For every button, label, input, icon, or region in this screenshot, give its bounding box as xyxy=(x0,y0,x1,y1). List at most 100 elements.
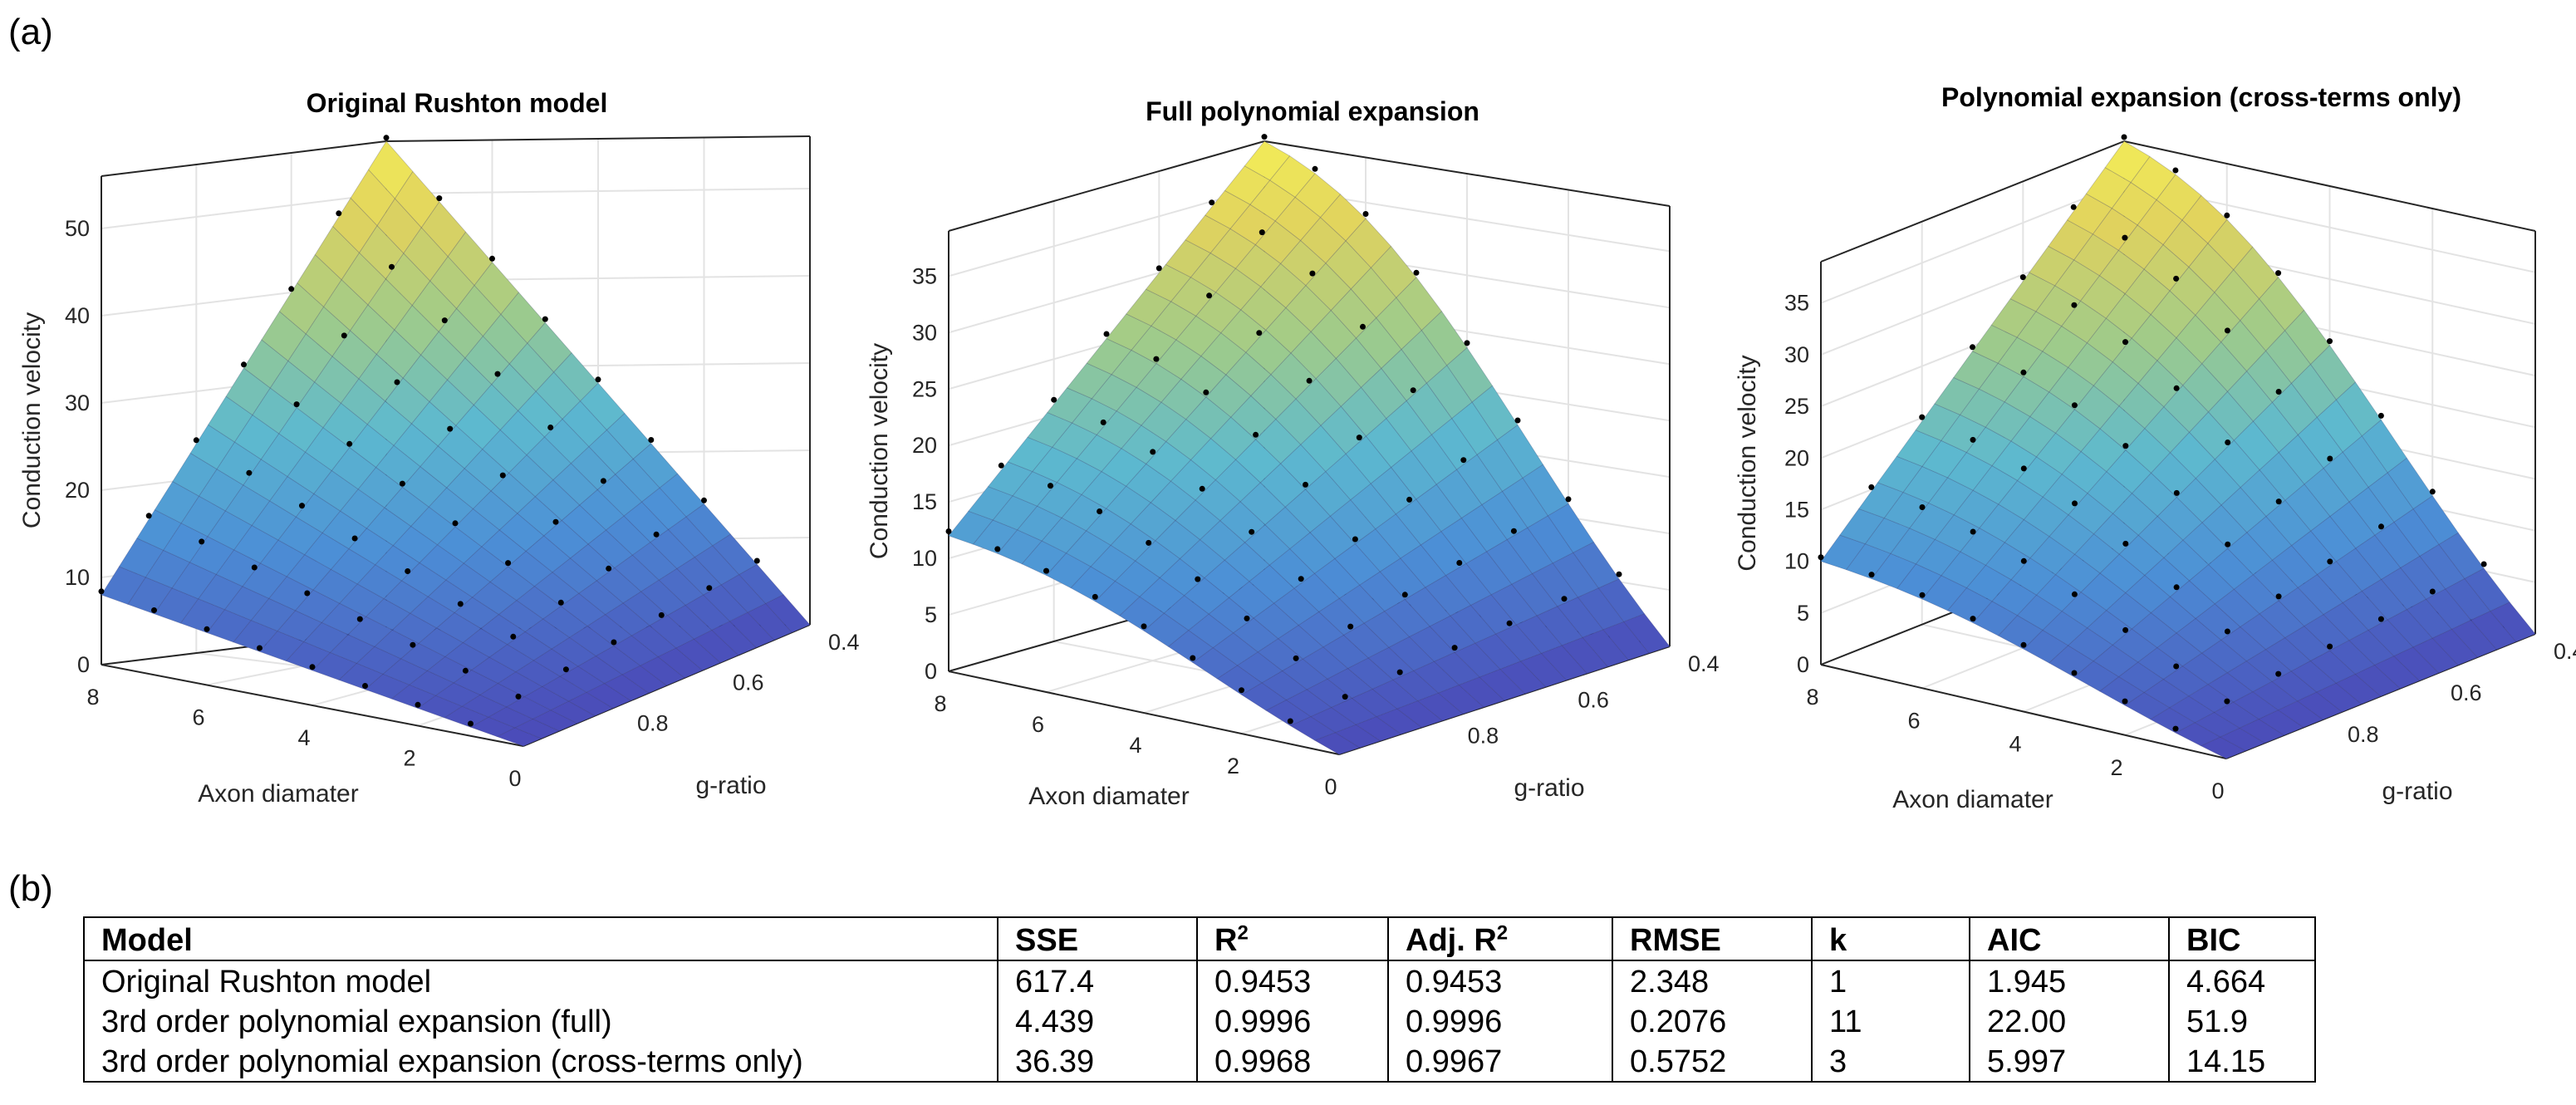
data-point xyxy=(1092,593,1098,600)
data-point xyxy=(2072,500,2078,507)
data-point xyxy=(1970,528,1976,535)
data-point xyxy=(1261,134,1268,140)
data-point xyxy=(1253,431,1259,438)
data-point xyxy=(293,401,300,408)
surface-face xyxy=(243,339,289,389)
cell-aic: 5.997 xyxy=(1969,1041,2169,1082)
axis-edge xyxy=(2123,140,2536,232)
z-tick-label: 50 xyxy=(65,216,90,241)
data-point xyxy=(1362,211,1369,217)
data-point xyxy=(2378,523,2384,530)
data-point xyxy=(2275,498,2282,505)
data-point xyxy=(2224,327,2230,334)
cell-model: Original Rushton model xyxy=(101,965,432,999)
data-point xyxy=(1146,539,1152,546)
data-point xyxy=(1303,481,1308,488)
data-point xyxy=(1103,331,1110,337)
data-point xyxy=(1406,496,1413,503)
data-point xyxy=(1970,344,1975,351)
surface-face xyxy=(1205,189,1251,229)
data-point xyxy=(2020,557,2027,564)
z-axis-label: Conduction velocity xyxy=(1734,355,1761,571)
data-point xyxy=(436,195,443,202)
data-point xyxy=(1506,620,1513,626)
data-point xyxy=(1460,457,1467,464)
cell-rmse: 0.2076 xyxy=(1612,1001,1812,1041)
data-point xyxy=(1048,483,1053,489)
data-point xyxy=(1464,340,1470,346)
data-point xyxy=(246,469,253,476)
data-point xyxy=(405,568,411,574)
data-point xyxy=(552,518,559,525)
axis-edge xyxy=(385,135,811,142)
x-axis-label: Axon diamater xyxy=(198,780,358,808)
table-header-row: Model SSE R2 Adj. R2 RMSE k AIC BIC xyxy=(84,917,2315,961)
z-tick-label: 20 xyxy=(912,433,937,458)
data-point xyxy=(1561,596,1568,602)
data-point xyxy=(257,645,263,651)
data-point xyxy=(994,546,1001,552)
data-points xyxy=(945,134,1622,724)
data-point xyxy=(1514,417,1521,424)
cell-aic: 1.945 xyxy=(1969,960,2169,1001)
data-point xyxy=(457,601,464,607)
data-point xyxy=(1298,576,1304,582)
data-point xyxy=(1919,504,1926,510)
cell-bic: 51.9 xyxy=(2168,1001,2315,1041)
data-point xyxy=(452,520,459,527)
x-tick-label: 8 xyxy=(934,691,946,716)
data-point xyxy=(510,633,517,640)
data-point xyxy=(394,379,400,386)
y-axis-label: g-ratio xyxy=(2382,778,2452,805)
data-point xyxy=(1413,269,1420,276)
y-tick-label: 0.6 xyxy=(733,670,764,695)
surface-mesh xyxy=(948,140,1671,755)
data-point xyxy=(462,667,469,674)
data-point xyxy=(1043,567,1049,574)
data-point xyxy=(2225,440,2231,445)
data-point xyxy=(998,462,1004,469)
data-point xyxy=(410,641,416,648)
surface-face xyxy=(1047,387,1092,424)
data-point xyxy=(2275,389,2282,395)
data-point xyxy=(2121,134,2127,140)
data-point xyxy=(2377,616,2384,622)
surface-face xyxy=(1990,298,2037,338)
data-point xyxy=(1456,560,1463,566)
data-point xyxy=(2071,302,2078,308)
y-tick-label: 0.4 xyxy=(2554,639,2576,664)
cell-aic: 22.00 xyxy=(1969,1001,2169,1041)
data-point xyxy=(2480,561,2487,567)
cell-bic: 14.15 xyxy=(2168,1041,2315,1082)
z-tick-label: 10 xyxy=(65,565,90,590)
header-sse: SSE xyxy=(997,917,1197,961)
data-point xyxy=(2122,443,2129,449)
data-point xyxy=(2020,369,2027,376)
y-tick-label: 0.4 xyxy=(1688,651,1720,676)
data-point xyxy=(1356,435,1362,441)
data-point xyxy=(199,538,205,545)
data-point xyxy=(1312,165,1318,172)
surface-face xyxy=(1839,508,1885,545)
table-row: 3rd order polynomial expansion (full) 4.… xyxy=(84,1001,2315,1041)
x-tick-label: 6 xyxy=(1907,708,1920,733)
data-point xyxy=(1360,323,1366,330)
z-tick-label: 0 xyxy=(1797,652,1809,677)
surface-face xyxy=(1224,165,1271,205)
table-row: Original Rushton model 617.4 0.9453 0.94… xyxy=(84,960,2315,1001)
surface-face xyxy=(2104,140,2151,184)
data-point xyxy=(204,626,210,632)
data-point xyxy=(562,666,569,673)
data-point xyxy=(2071,591,2078,597)
data-point xyxy=(547,425,554,430)
data-point xyxy=(1342,694,1348,700)
data-point xyxy=(346,440,353,447)
data-point xyxy=(2071,402,2078,409)
cell-bic: 4.664 xyxy=(2168,960,2315,1001)
surface-face xyxy=(2029,245,2075,287)
cell-rmse: 0.5752 xyxy=(1612,1041,1812,1082)
x-tick-label: 0 xyxy=(1324,774,1337,799)
y-tick-label: 0.8 xyxy=(2348,722,2379,747)
